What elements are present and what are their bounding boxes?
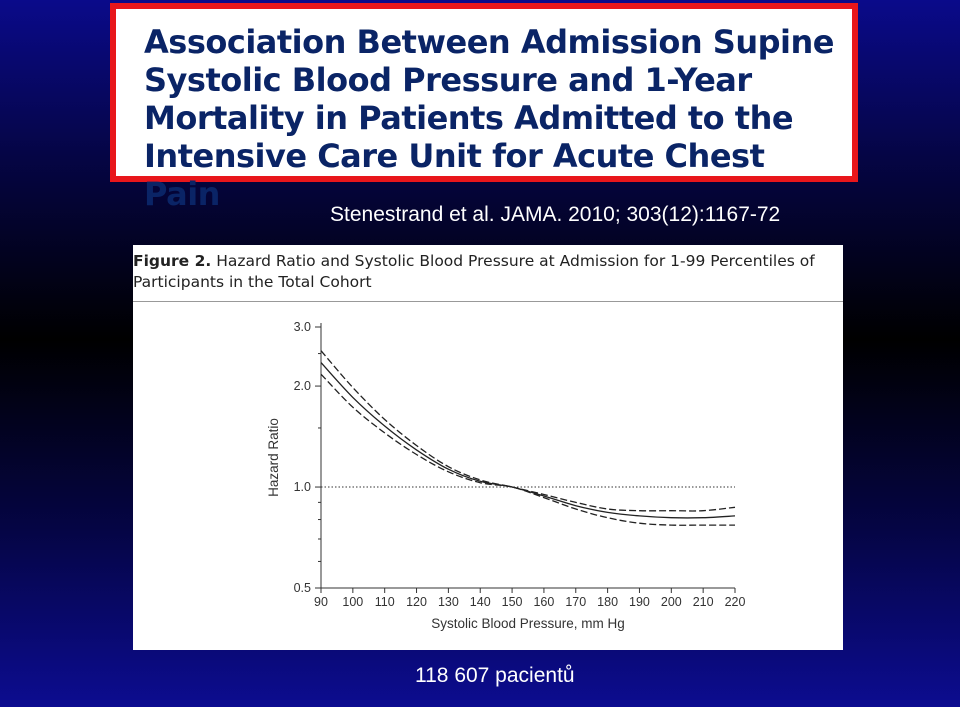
y-tick-label: 0.5 [294, 581, 311, 595]
x-tick-label: 150 [502, 595, 523, 609]
x-tick-label: 110 [375, 595, 395, 609]
x-tick-label: 190 [629, 595, 650, 609]
title-box: Association Between Admission Supine Sys… [110, 3, 858, 213]
x-tick-label: 130 [438, 595, 459, 609]
x-tick-label: 170 [565, 595, 586, 609]
y-tick-label: 1.0 [294, 480, 311, 494]
y-axis-label: Hazard Ratio [266, 418, 281, 497]
hazard-ratio-chart: 3.0 2.0 1.0 0.590 100 110 120 130 140 150 160 170 18… [266, 320, 746, 631]
y-tick-label: 2.0 [294, 379, 311, 393]
x-axis-label: Systolic Blood Pressure, mm Hg [431, 616, 625, 631]
figure-panel: Figure 2. Hazard Ratio and Systolic Bloo… [133, 245, 843, 650]
slide-title: Association Between Admission Supine Sys… [144, 23, 834, 213]
citation: Stenestrand et al. JAMA. 2010; 303(12):1… [330, 203, 781, 226]
y-tick-label: 3.0 [294, 320, 311, 334]
x-tick-label: 220 [725, 595, 746, 609]
figure-label: Figure 2. [133, 252, 212, 270]
series-line-ci-1 [320, 350, 736, 512]
series-line-ci-2 [320, 373, 735, 526]
x-tick-label: 180 [597, 595, 618, 609]
x-tick-label: 160 [533, 595, 554, 609]
series-line-estimate [320, 362, 736, 519]
figure-caption-text: Hazard Ratio and Systolic Blood Pressure… [133, 252, 815, 291]
x-tick-label: 120 [406, 595, 427, 609]
figure-caption: Figure 2. Hazard Ratio and Systolic Bloo… [133, 251, 838, 293]
x-tick-label: 100 [342, 595, 363, 609]
figure-divider [133, 301, 843, 302]
x-tick-label: 140 [470, 595, 491, 609]
x-tick-label: 210 [693, 595, 714, 609]
x-tick-label: 200 [661, 595, 682, 609]
x-tick-label: 90 [314, 595, 328, 609]
footnote: 118 607 pacientů [415, 664, 575, 687]
